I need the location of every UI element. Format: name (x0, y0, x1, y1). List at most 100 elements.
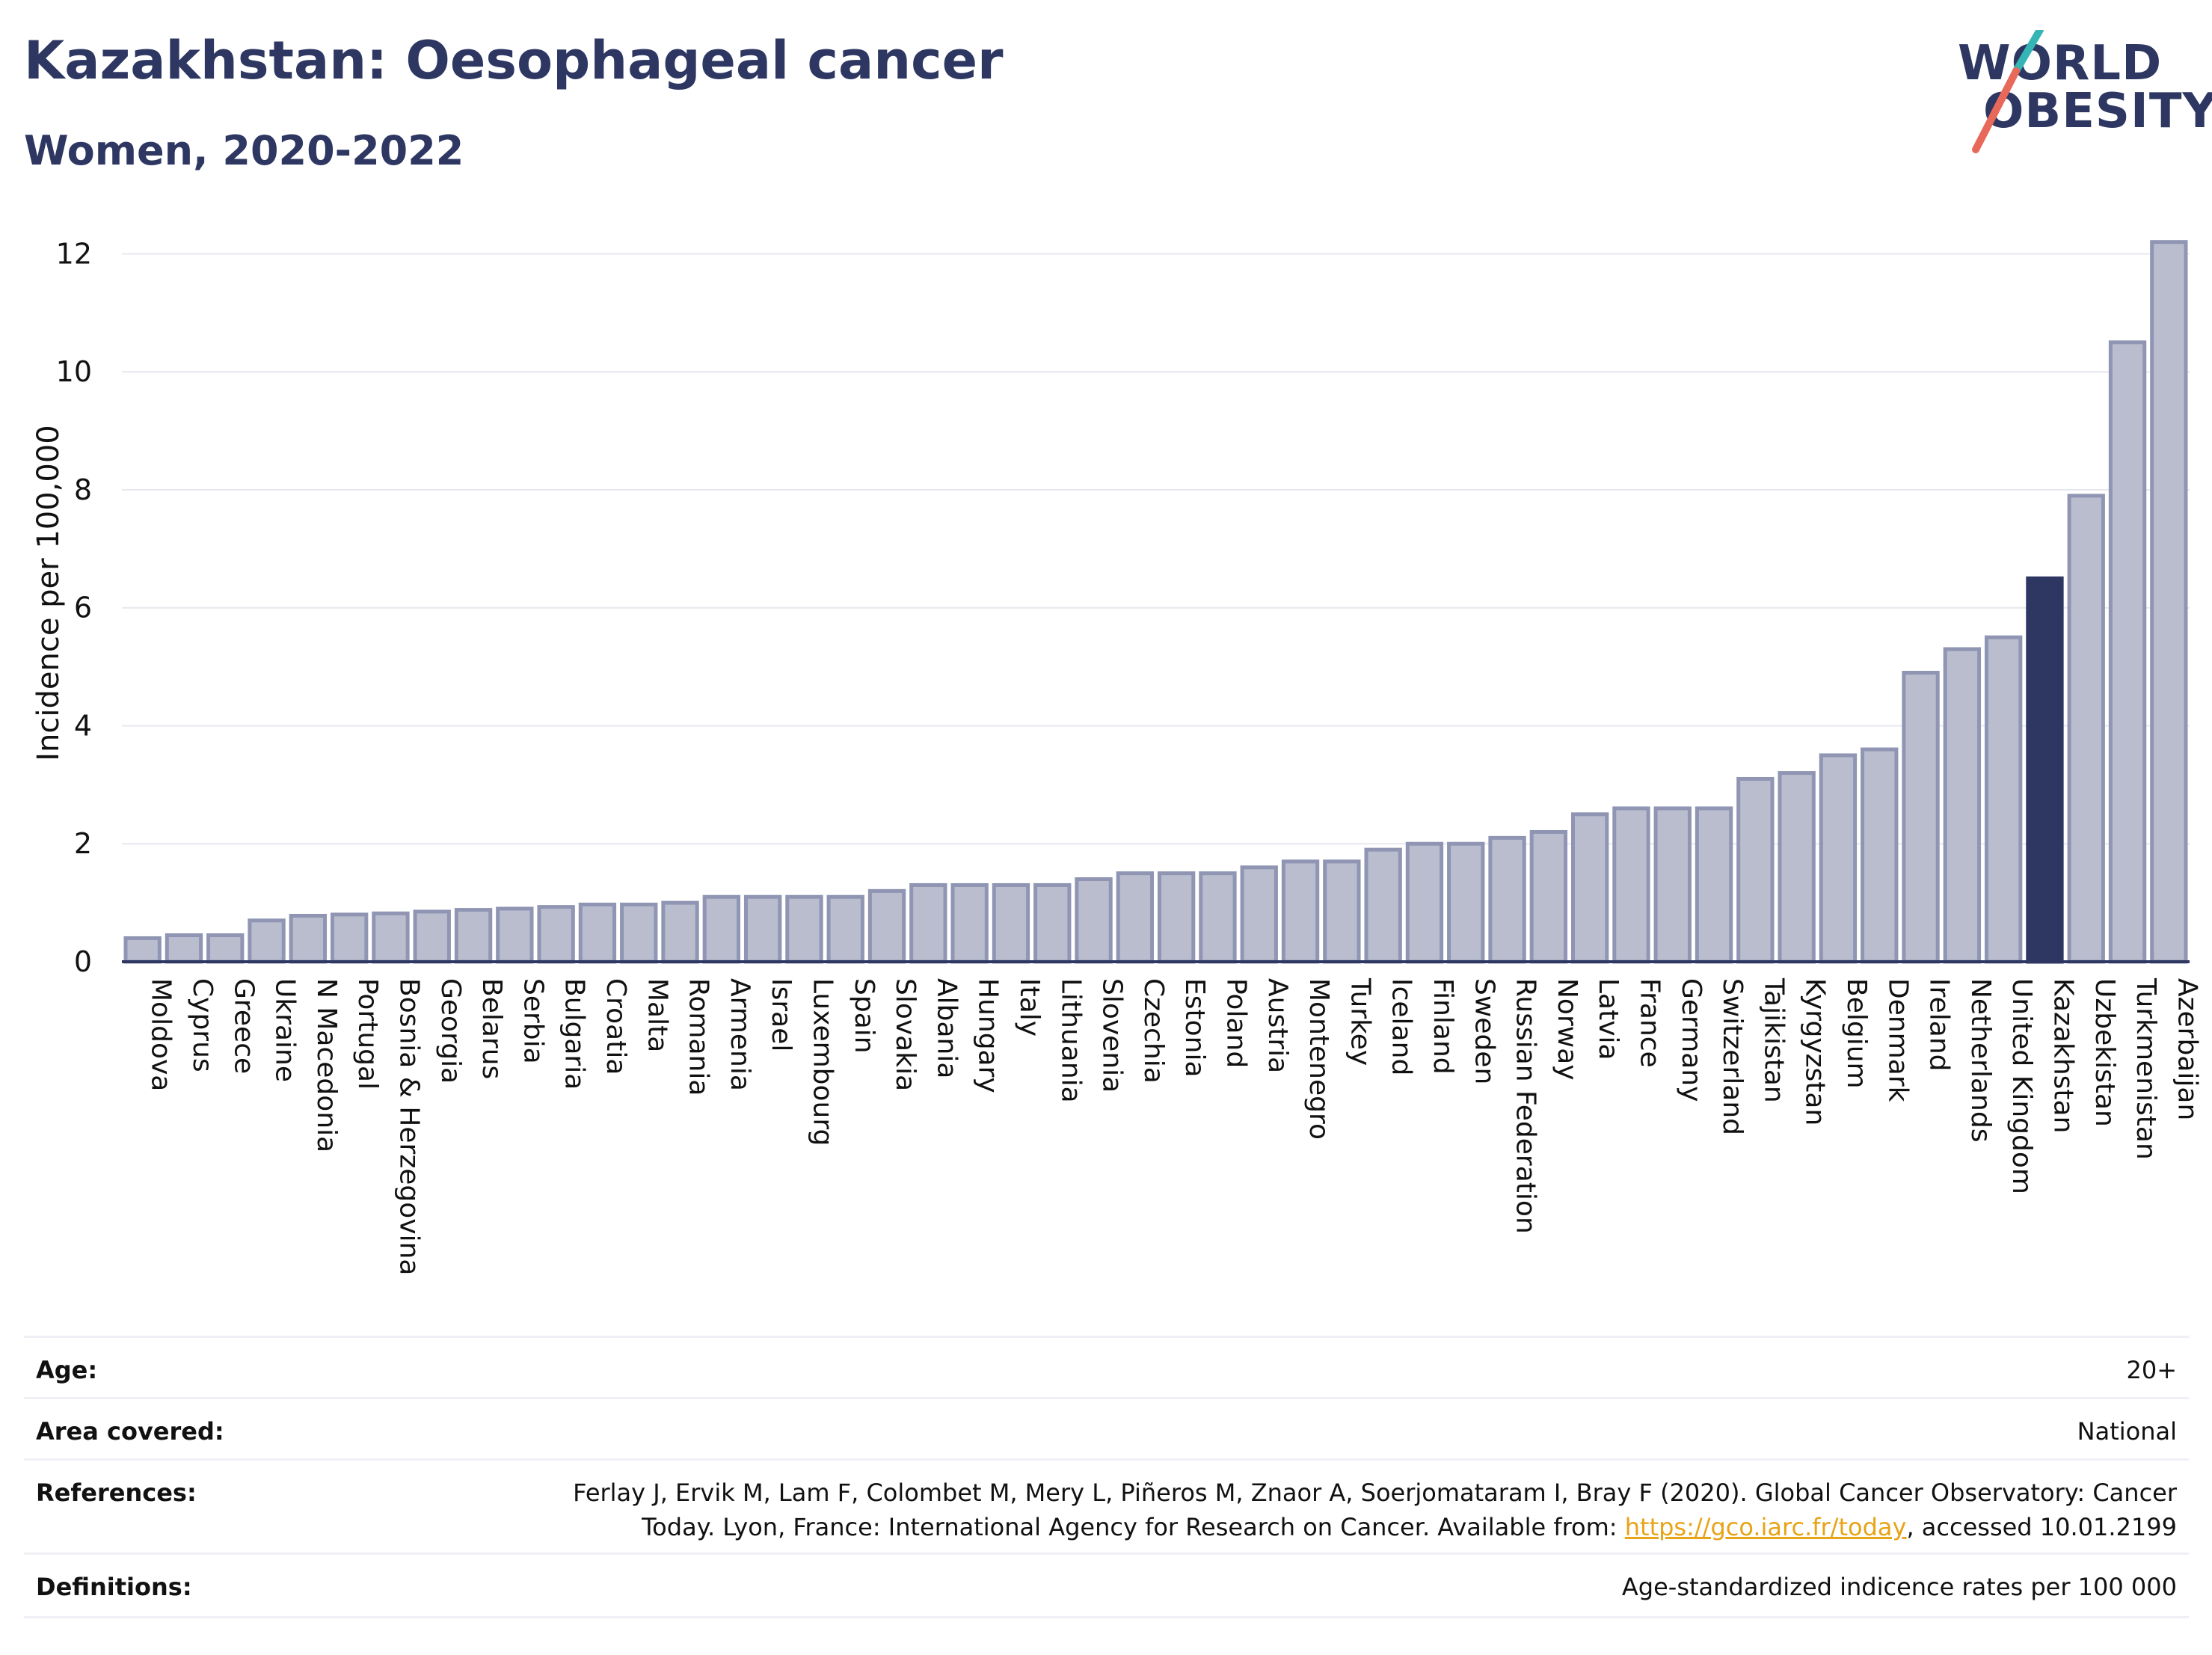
x-tick-label: Sweden (1469, 978, 1499, 1084)
bar (1323, 859, 1361, 964)
bar (909, 882, 947, 964)
page-title: Kazakhstan: Oesophageal cancer (24, 30, 1004, 91)
x-tick-label: Denmark (1882, 978, 1913, 1102)
bar (1529, 829, 1568, 964)
x-tick-label: Portugal (352, 978, 383, 1090)
y-tick-label: 2 (74, 827, 92, 860)
logo-slash-red (1972, 67, 2020, 153)
x-tick-label: Kyrgyzstan (1800, 978, 1831, 1126)
x-tick-label: Latvia (1593, 978, 1623, 1060)
area-covered-label: Area covered: (36, 1417, 224, 1446)
x-tick-label: Austria (1262, 978, 1293, 1073)
x-tick-label: Armenia (725, 978, 755, 1091)
age-label: Age: (36, 1356, 98, 1384)
x-tick-label: Slovenia (1097, 978, 1128, 1093)
meta-row-references: References: Ferlay J, Ervik M, Lam F, Co… (24, 1458, 2189, 1555)
x-tick-label: Bosnia & Herzegovina (393, 978, 424, 1275)
meta-row-age: Age: 20+ (24, 1336, 2189, 1399)
bar-chart: 0 2 4 6 8 10 12 Incidence per 100,000 Moldova Cyp… (31, 237, 2202, 1275)
bar (1199, 871, 1237, 964)
x-tick-label: Serbia (517, 978, 548, 1064)
definitions-label: Definitions: (36, 1573, 192, 1601)
bar (1570, 812, 1609, 964)
bar (1075, 877, 1113, 964)
y-tick-label: 12 (56, 237, 92, 270)
bar (578, 902, 617, 964)
bar (1488, 835, 1526, 964)
bar (165, 933, 203, 964)
bar (1240, 865, 1278, 964)
x-tick-label: Uzbekistan (2089, 978, 2120, 1127)
bar (123, 936, 162, 964)
bar (950, 882, 989, 964)
logo-text-line1: WORLD (1958, 36, 2163, 91)
x-tick-label: Lithuania (1055, 978, 1086, 1103)
world-obesity-logo: WORLD OBESITY (1952, 30, 2212, 157)
bar (2150, 240, 2188, 964)
x-tick-label: Romania (683, 978, 714, 1096)
y-tick-label: 0 (74, 945, 92, 978)
bar (1364, 847, 1402, 964)
references-line2: Today. Lyon, France: International Agenc… (573, 1510, 2177, 1544)
logo-slash-icon (1972, 30, 2044, 153)
x-tick-label: Greece (228, 978, 259, 1074)
bar (1861, 747, 1899, 964)
y-tick-label: 8 (74, 473, 92, 506)
bar (1447, 841, 1485, 964)
bar (496, 906, 534, 964)
bar (330, 912, 369, 964)
bar (537, 905, 575, 964)
bar (867, 888, 906, 964)
x-tick-label: Israel (766, 978, 796, 1051)
x-tick-label: Luxembourg (807, 978, 838, 1146)
bar (992, 882, 1030, 964)
bar (1778, 771, 1816, 964)
x-tick-label: Hungary (973, 978, 1004, 1093)
x-tick-label: Estonia (1179, 978, 1210, 1078)
x-tick-label: Montenegro (1303, 978, 1334, 1140)
references-value: Ferlay J, Ervik M, Lam F, Colombet M, Me… (573, 1476, 2177, 1544)
bar (1157, 871, 1196, 964)
bar (2026, 576, 2064, 964)
page-subtitle: Women, 2020-2022 (24, 127, 464, 174)
y-tick-label: 6 (74, 592, 92, 624)
bar (289, 913, 328, 964)
logo-slash-teal (2012, 30, 2044, 75)
x-tick-label: Switzerland (1717, 978, 1748, 1135)
bar (1902, 670, 1940, 964)
y-tick-label: 10 (56, 355, 92, 388)
bar (1612, 806, 1650, 964)
references-line2-post: , accessed 10.01.2199 (1906, 1513, 2177, 1541)
bar (413, 909, 451, 964)
bar (743, 894, 782, 964)
meta-row-area: Area covered: National (24, 1397, 2189, 1461)
x-tick-label: Belgium (1841, 978, 1872, 1089)
x-tick-label: Ukraine (270, 978, 301, 1082)
x-tick-label: Norway (1552, 978, 1582, 1081)
bar (248, 918, 286, 964)
y-tick-label: 4 (74, 709, 92, 742)
bar (1116, 871, 1155, 964)
x-tick-label: Italy (1014, 978, 1045, 1037)
references-label: References: (36, 1479, 197, 1507)
references-line1: Ferlay J, Ervik M, Lam F, Colombet M, Me… (573, 1479, 2177, 1507)
x-tick-label: Bulgaria (559, 978, 590, 1090)
x-tick-label: Kazakhstan (2047, 978, 2078, 1133)
x-tick-label: Turkmenistan (2130, 977, 2161, 1160)
bar (620, 902, 658, 964)
bar (1695, 806, 1733, 964)
x-tick-label: N Macedonia (311, 978, 342, 1152)
x-tick-label: Cyprus (187, 978, 218, 1072)
age-value: 20+ (2126, 1356, 2177, 1384)
x-tick-label: Georgia (435, 978, 466, 1084)
x-tick-label: Russian Federation (1511, 978, 1541, 1234)
x-tick-label: Moldova (146, 978, 176, 1091)
references-link[interactable]: https://gco.iarc.fr/today (1624, 1513, 1907, 1541)
x-tick-label: Germany (1676, 978, 1706, 1102)
x-tick-label: Czechia (1138, 978, 1169, 1084)
x-tick-label: Albania (931, 978, 962, 1078)
x-tick-label: France (1634, 978, 1665, 1068)
meta-row-definitions: Definitions: Age-standardized indicence … (24, 1553, 2189, 1618)
x-tick-label: Slovakia (890, 978, 921, 1091)
bar (1281, 859, 1320, 964)
